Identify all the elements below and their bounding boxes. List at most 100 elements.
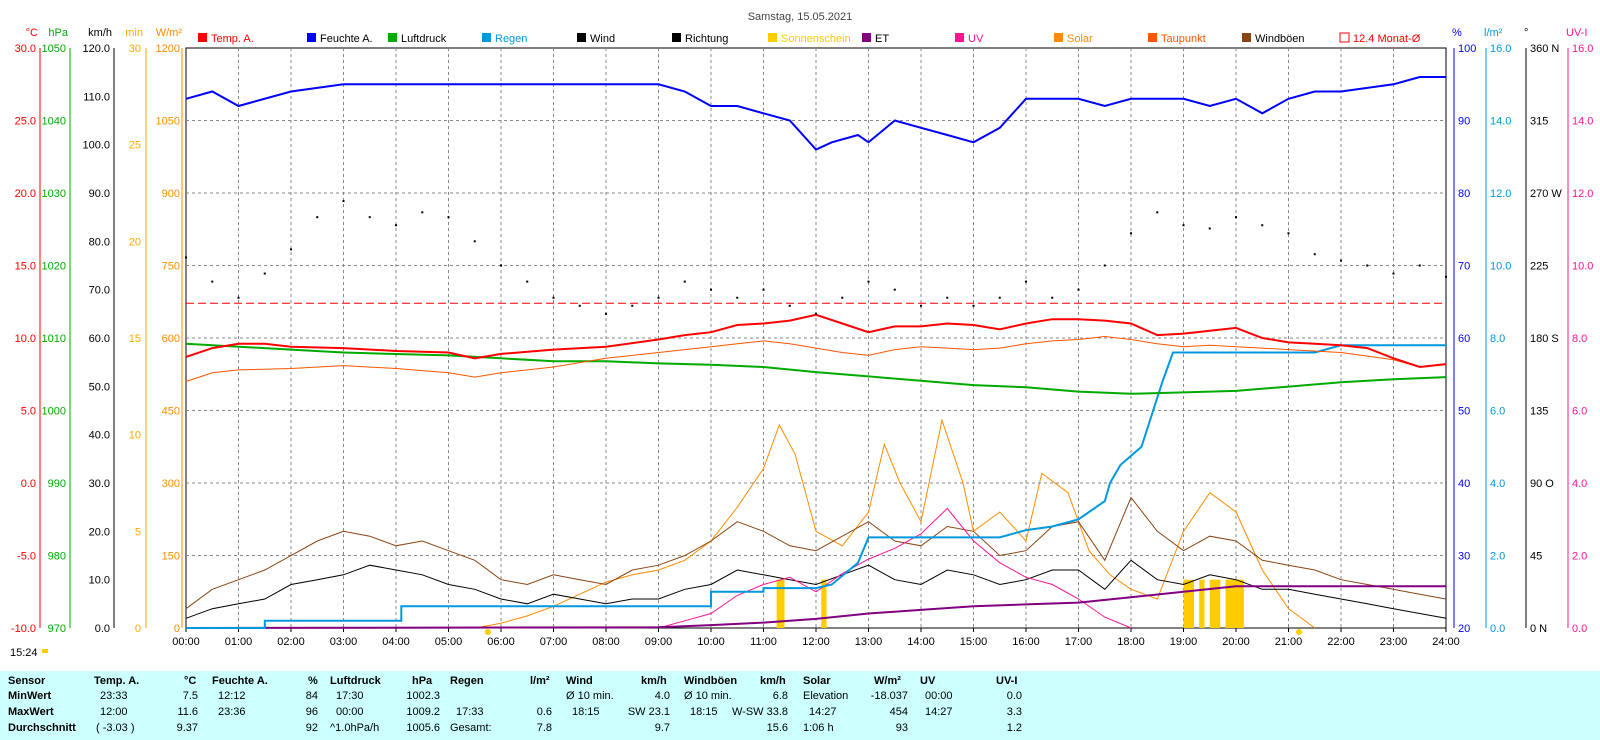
stats-max-hum-value: 96 — [305, 706, 318, 718]
direction-point — [1103, 264, 1106, 267]
stats-max-solar-time: 14:27 — [809, 706, 837, 718]
left-axis-unit: min — [125, 27, 143, 39]
x-tick-label: 17:00 — [1065, 636, 1093, 648]
legend-swatch-et — [862, 33, 871, 42]
left-axis-tick: 110.0 — [83, 91, 110, 103]
stats-avg-solar-value: 93 — [895, 722, 908, 734]
direction-point — [185, 256, 187, 259]
direction-point — [316, 216, 319, 219]
direction-point — [1392, 272, 1395, 275]
stats-min-press-value: 1002.3 — [406, 690, 440, 702]
stats-header-uv: UV — [920, 675, 936, 687]
x-tick-label: 19:00 — [1170, 636, 1198, 648]
legend-label-solar: Solar — [1067, 33, 1093, 45]
left-axis-unit: hPa — [48, 27, 68, 39]
left-axis-tick: 1050 — [42, 43, 66, 55]
x-tick-label: 18:00 — [1117, 636, 1145, 648]
direction-point — [1313, 253, 1316, 256]
left-axis-tick: 90.0 — [89, 188, 110, 200]
stats-max-uv-value: 3.3 — [1006, 706, 1022, 718]
weather-chart: Samstag, 15.05.2021 Temp. A. Feuchte A. Luf… — [10, 11, 1593, 659]
left-axis-unit: W/m² — [156, 27, 183, 39]
direction-point — [395, 224, 397, 227]
stats-header-hum-unit: % — [308, 675, 318, 687]
left-axis-tick: 15 — [129, 333, 141, 345]
left-axis-tick: 5.0 — [21, 406, 36, 418]
direction-point — [1156, 211, 1159, 214]
right-axis-tick: 90 — [1458, 116, 1470, 128]
left-axis-tick: 25 — [129, 140, 141, 152]
left-axis-tick: 600 — [162, 333, 180, 345]
direction-point — [920, 304, 922, 307]
right-axis-tick: 8.0 — [1572, 333, 1587, 345]
stats-header-wind: Wind — [566, 675, 593, 687]
left-axis-tick: 20.0 — [89, 526, 110, 538]
direction-point — [657, 296, 660, 299]
left-axis-tick: 20 — [129, 236, 141, 248]
stats-min-solar-value: -18.037 — [870, 690, 908, 702]
current-time-label: 15:24 — [10, 647, 38, 659]
stats-header-uvi: UV-I — [996, 675, 1018, 687]
stats-avg-uv-value: 1.2 — [1006, 722, 1022, 734]
legend-label-direction: Richtung — [685, 33, 728, 45]
right-axis-tick: 14.0 — [1490, 116, 1511, 128]
stats-avg-press-value: 1005.6 — [406, 722, 440, 734]
sunrise-marker — [484, 629, 491, 635]
right-axis-tick: 90 O — [1530, 478, 1554, 490]
stats-header-wind-unit: km/h — [641, 675, 667, 687]
right-axis-tick: 0 N — [1530, 623, 1547, 635]
stats-max-label: MaxWert — [8, 706, 54, 718]
x-tick-label: 12:00 — [802, 636, 830, 648]
stats-header-temp-unit: °C — [184, 675, 197, 687]
left-axis-tick: 1020 — [42, 261, 66, 273]
rain-line — [186, 344, 1446, 629]
direction-point — [946, 296, 949, 299]
direction-point — [631, 304, 634, 307]
direction-point — [263, 272, 266, 275]
x-tick-label: 16:00 — [1012, 636, 1040, 648]
left-axis-tick: 10.0 — [89, 575, 110, 587]
direction-point — [1340, 259, 1342, 262]
direction-point — [815, 312, 817, 315]
x-tick-label: 24:00 — [1432, 636, 1460, 648]
left-axis-tick: 10 — [129, 430, 141, 442]
stats-min-press-time: 17:30 — [336, 690, 364, 702]
sunshine-bar — [776, 579, 785, 628]
x-tick-label: 08:00 — [592, 636, 620, 648]
direction-point — [972, 304, 975, 307]
direction-point — [1287, 232, 1290, 235]
direction-point — [342, 200, 345, 203]
legend-label-uv: UV — [968, 33, 984, 45]
stats-avg-press-trend: ^1.0hPa/h — [330, 722, 380, 734]
stats-header-gust: Windböen — [684, 675, 738, 687]
x-tick-label: 14:00 — [907, 636, 935, 648]
legend-swatch-rain — [482, 33, 491, 42]
legend-swatch-humidity — [307, 33, 316, 42]
direction-point — [1418, 264, 1421, 267]
right-axis-unit: ° — [1524, 27, 1528, 39]
direction-point — [1261, 224, 1264, 227]
left-axis-tick: 1030 — [42, 188, 66, 200]
x-tick-label: 03:00 — [330, 636, 358, 648]
x-tick-label: 23:00 — [1380, 636, 1408, 648]
legend-swatch-sunshine — [768, 33, 777, 42]
stats-max-gust-value: W-SW 33.8 — [731, 706, 788, 718]
left-axis-tick: 980 — [48, 551, 66, 563]
direction-point — [1208, 227, 1211, 230]
stats-avg-sunshine-duration: 1:06 h — [803, 722, 834, 734]
legend-swatch-dewpoint — [1148, 33, 1157, 42]
right-axis-tick: 12.0 — [1490, 188, 1511, 200]
humidity-line — [185, 76, 1446, 151]
statistics-panel: Sensor Temp. A. °C Feuchte A. % Luftdruc… — [0, 671, 1600, 740]
direction-point — [211, 280, 214, 283]
right-axis-tick: 20 — [1458, 623, 1470, 635]
left-axis-tick: 5 — [135, 526, 141, 538]
right-axis-unit: l/m² — [1484, 27, 1503, 39]
stats-avg-gust-value: 15.6 — [766, 722, 788, 734]
stats-max-gust-time: 18:15 — [690, 706, 718, 718]
temperature-line — [185, 313, 1447, 369]
stats-min-temp-value: 7.5 — [182, 690, 198, 702]
left-axis-tick: 30.0 — [15, 43, 36, 55]
direction-point — [1025, 280, 1027, 283]
left-axis-tick: 900 — [162, 188, 180, 200]
